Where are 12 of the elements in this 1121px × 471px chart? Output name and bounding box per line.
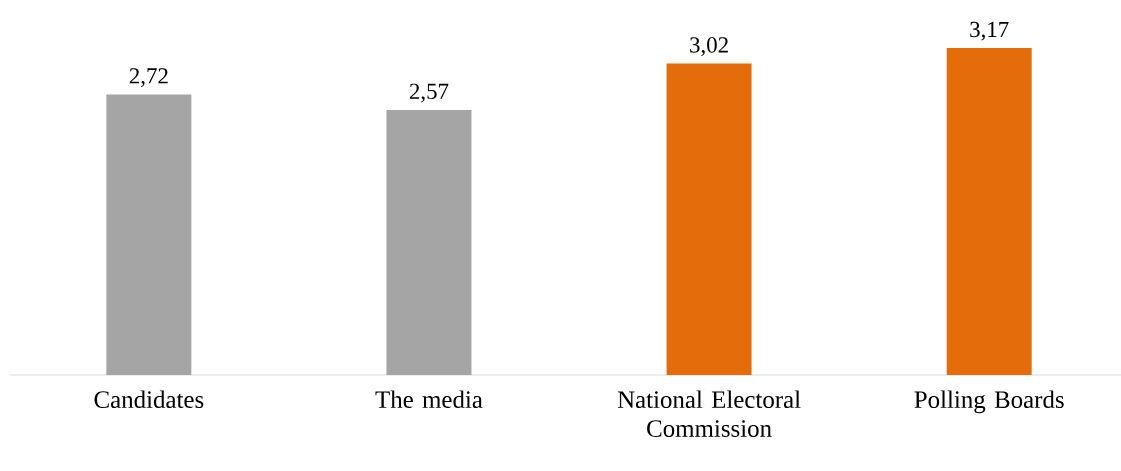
x-tick-label: National Electoral Commission <box>617 390 801 437</box>
data-label: 2,57 <box>409 83 449 103</box>
x-tick-label: Polling Boards <box>914 390 1064 414</box>
x-tick-label: The media <box>375 390 483 409</box>
data-label: 3,02 <box>690 37 728 56</box>
bar <box>106 94 192 375</box>
bar <box>386 109 472 375</box>
bar <box>946 48 1032 375</box>
data-label: 3,17 <box>970 21 1009 41</box>
data-label: 2,72 <box>129 68 168 87</box>
bar <box>666 63 752 375</box>
x-tick-label: Candidates <box>94 390 204 409</box>
